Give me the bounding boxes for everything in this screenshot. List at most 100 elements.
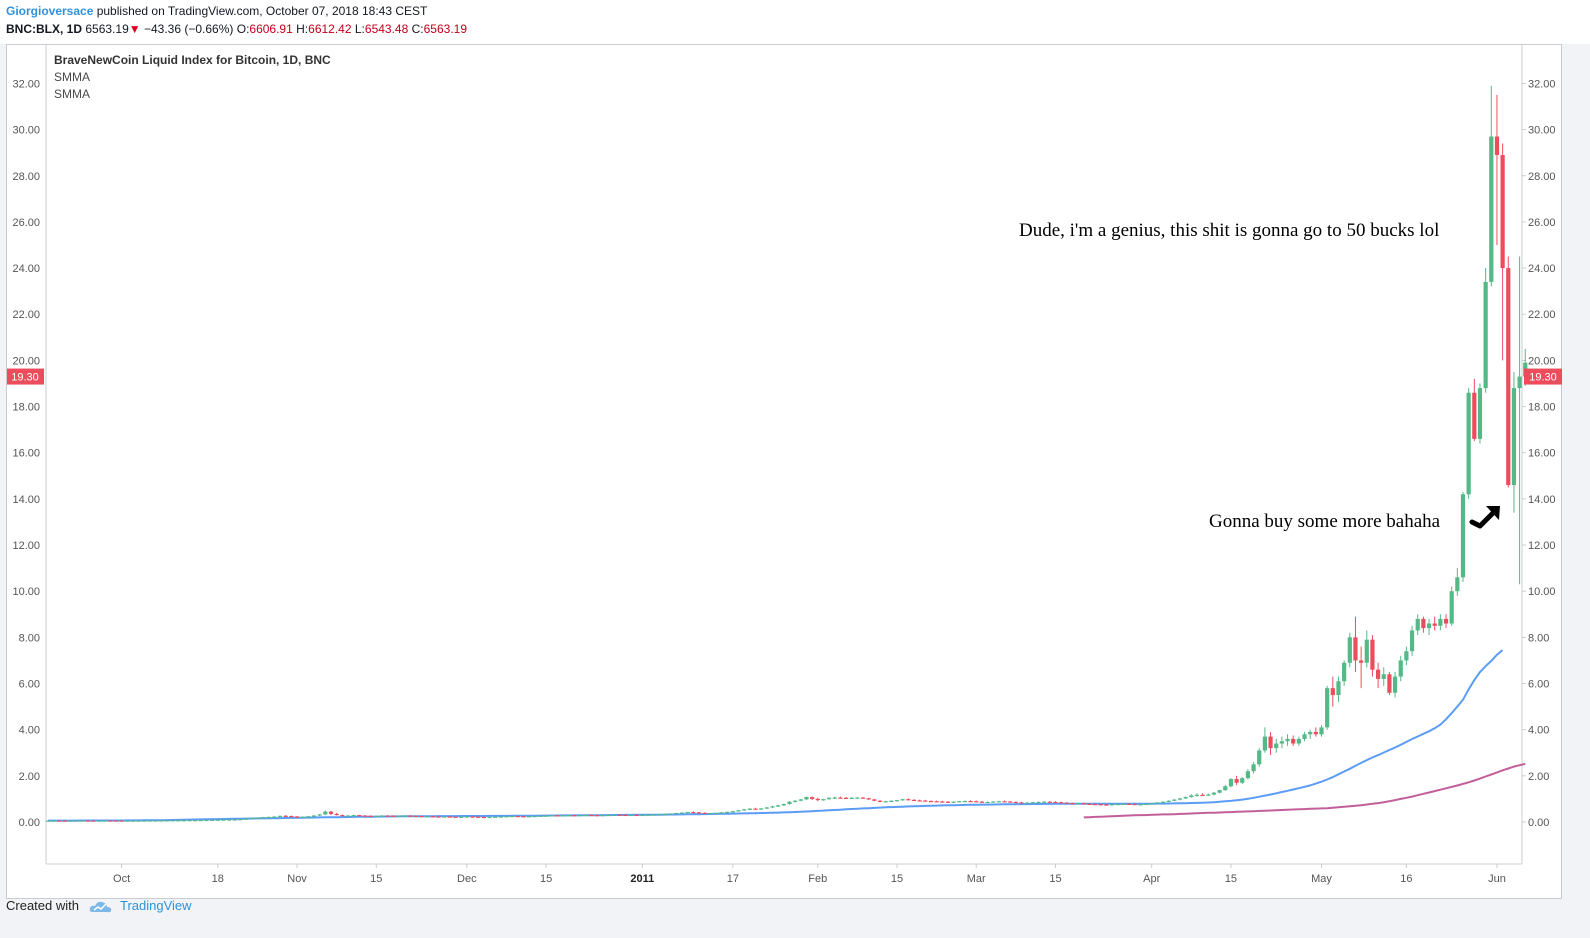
candle-body bbox=[57, 820, 62, 822]
legend-indicator-smma-fast[interactable]: SMMA bbox=[54, 70, 90, 84]
candle-body bbox=[317, 814, 322, 816]
candle-body bbox=[1172, 799, 1177, 801]
candle-body bbox=[725, 811, 730, 814]
candle-body bbox=[277, 815, 283, 817]
candle-body bbox=[1336, 681, 1341, 696]
candle-body bbox=[470, 816, 475, 818]
candle-body bbox=[1460, 494, 1466, 578]
y-tick-label-right: 20.00 bbox=[1528, 355, 1556, 367]
created-with-text: Created with bbox=[6, 898, 79, 913]
candle-body bbox=[538, 815, 543, 817]
chart-frame[interactable] bbox=[6, 44, 1562, 899]
low-value: 6543.48 bbox=[364, 22, 409, 36]
candle-body bbox=[283, 815, 288, 817]
candle-body bbox=[62, 820, 68, 822]
candle-body bbox=[583, 814, 588, 817]
candle-body bbox=[1166, 800, 1171, 802]
candle-body bbox=[515, 815, 520, 818]
arrow-icon bbox=[1469, 507, 1499, 529]
candle-body bbox=[419, 815, 424, 818]
candle-body bbox=[702, 812, 707, 814]
tradingview-link[interactable]: TradingView bbox=[120, 898, 192, 913]
symbol-label: BNC:BLX, 1D bbox=[6, 22, 83, 36]
high-value: 6612.42 bbox=[308, 22, 352, 36]
candle-body bbox=[940, 801, 945, 803]
candle-body bbox=[1070, 803, 1075, 805]
candle-body bbox=[300, 816, 305, 818]
candle-body bbox=[849, 797, 854, 799]
candle-body bbox=[736, 810, 741, 812]
candle-body bbox=[249, 817, 254, 820]
candle-body bbox=[742, 809, 747, 811]
low-label: L: bbox=[354, 22, 365, 36]
candle-body bbox=[1511, 388, 1517, 486]
y-tick-label-right: 26.00 bbox=[1528, 217, 1556, 229]
candle-body bbox=[368, 815, 373, 817]
candle-body bbox=[379, 815, 385, 817]
y-tick-label-left: 16.00 bbox=[12, 448, 40, 460]
candle-body bbox=[1421, 618, 1426, 629]
candle-body bbox=[351, 815, 356, 817]
candle-body bbox=[1353, 637, 1358, 661]
candle-body bbox=[1319, 727, 1324, 735]
candle-body bbox=[951, 801, 956, 803]
candle-body bbox=[651, 814, 656, 816]
last-price-label-right: 19.30 bbox=[1529, 372, 1557, 384]
candle-body bbox=[425, 816, 430, 818]
candle-body bbox=[617, 814, 622, 816]
candle-body bbox=[464, 816, 469, 818]
candle-body bbox=[991, 801, 996, 803]
candle-body bbox=[1177, 798, 1183, 800]
candle-body bbox=[1257, 750, 1262, 765]
candle-body bbox=[657, 814, 662, 816]
legend-title: BraveNewCoin Liquid Index for Bitcoin, 1… bbox=[54, 53, 331, 67]
candle-body bbox=[1104, 804, 1109, 806]
candle-body bbox=[413, 815, 418, 817]
candle-body bbox=[1126, 803, 1132, 805]
candle-body bbox=[674, 812, 679, 815]
candle-body bbox=[1036, 801, 1041, 804]
candle-body bbox=[45, 820, 51, 822]
candle-body bbox=[187, 820, 192, 822]
candle-body bbox=[1189, 795, 1194, 798]
candle-body bbox=[1268, 736, 1273, 749]
candle-body bbox=[232, 819, 237, 821]
candle-body bbox=[1285, 738, 1290, 742]
candle-body bbox=[1211, 792, 1217, 795]
candle-body bbox=[362, 815, 368, 817]
candle-body bbox=[923, 800, 928, 802]
x-tick-label: 15 bbox=[891, 873, 903, 885]
candle-body bbox=[776, 805, 781, 807]
candle-body bbox=[1223, 786, 1228, 791]
candle-body bbox=[1053, 801, 1058, 804]
candle-body bbox=[1234, 779, 1239, 783]
candle-body bbox=[1409, 630, 1415, 652]
candle-body bbox=[1376, 669, 1381, 679]
candle-body bbox=[679, 812, 685, 814]
candle-body bbox=[1308, 731, 1313, 735]
candle-body bbox=[164, 820, 169, 822]
x-tick-label: May bbox=[1311, 873, 1332, 885]
candle-body bbox=[1381, 674, 1386, 679]
candle-body bbox=[430, 816, 435, 818]
candle-body bbox=[962, 800, 968, 803]
candle-body bbox=[147, 820, 152, 822]
candle-body bbox=[668, 813, 673, 815]
y-tick-label-right: 16.00 bbox=[1528, 448, 1556, 460]
candle-body bbox=[1472, 392, 1477, 439]
candle-body bbox=[872, 799, 877, 801]
candle-body bbox=[289, 815, 294, 818]
legend-indicator-smma-slow[interactable]: SMMA bbox=[54, 87, 90, 101]
candle-body bbox=[1251, 764, 1256, 772]
candle-body bbox=[1392, 676, 1398, 693]
author-link[interactable]: Giorgioversace bbox=[6, 4, 94, 18]
y-tick-label-left: 6.00 bbox=[19, 679, 40, 691]
candle-body bbox=[1030, 802, 1035, 804]
candle-body bbox=[402, 815, 407, 817]
y-tick-label-left: 10.00 bbox=[12, 586, 40, 598]
candle-body bbox=[85, 820, 90, 822]
candle-body bbox=[747, 808, 752, 810]
candle-body bbox=[1302, 734, 1307, 739]
y-tick-label-left: 14.00 bbox=[12, 494, 40, 506]
